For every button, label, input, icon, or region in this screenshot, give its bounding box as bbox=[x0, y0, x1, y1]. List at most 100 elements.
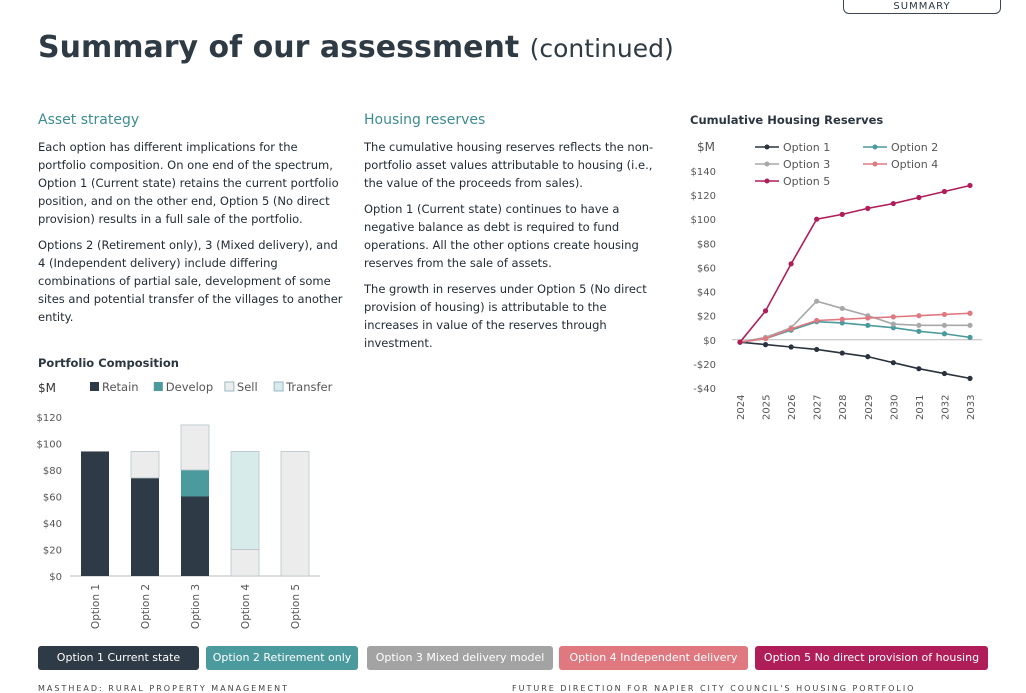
line-point bbox=[890, 360, 896, 366]
line-point bbox=[762, 308, 769, 314]
line-series bbox=[739, 341, 971, 380]
line-point bbox=[916, 194, 922, 201]
asset-strategy-heading: Asset strategy bbox=[38, 112, 140, 128]
line-point bbox=[814, 216, 820, 222]
line-point bbox=[865, 205, 871, 211]
line-point bbox=[941, 322, 948, 328]
title-main: Summary of our assessment bbox=[38, 30, 520, 65]
bar-category-label: Option 1 bbox=[90, 584, 102, 629]
bar-segment bbox=[230, 549, 260, 577]
line-point bbox=[941, 311, 948, 318]
line-point bbox=[941, 188, 948, 195]
line-legend-marker bbox=[764, 144, 770, 150]
line-point bbox=[916, 366, 922, 372]
line-point bbox=[967, 310, 973, 316]
line-ytick-label: $0 bbox=[703, 336, 716, 347]
option-1-badge[interactable]: Option 1 Current state bbox=[38, 646, 199, 670]
line-point bbox=[941, 370, 948, 377]
line-ytick-label: -$40 bbox=[693, 384, 716, 395]
bar-segment bbox=[181, 496, 209, 576]
line-xtick-label: 2031 bbox=[915, 395, 926, 420]
line-xtick-label: 2032 bbox=[940, 395, 951, 420]
line-ytick-label: -$20 bbox=[693, 360, 716, 371]
line-xtick-label: 2029 bbox=[864, 395, 875, 420]
housing-reserves-heading: Housing reserves bbox=[364, 112, 486, 128]
line-ylabel: $M bbox=[697, 140, 715, 154]
line-legend-label: Option 1 bbox=[783, 141, 830, 154]
line-ytick-label: $80 bbox=[697, 239, 716, 250]
bar-segment bbox=[230, 451, 260, 550]
line-series bbox=[739, 184, 971, 343]
bar-legend-label: Retain bbox=[102, 380, 139, 394]
housing-reserves-p1: The cumulative housing reserves reflects… bbox=[364, 140, 654, 190]
summary-tab[interactable]: SUMMARY bbox=[843, 0, 1001, 14]
bar-category-label: Option 2 bbox=[140, 584, 152, 629]
line-xtick-label: 2030 bbox=[889, 395, 900, 420]
bar-segment bbox=[180, 424, 210, 471]
bar-category-label: Option 5 bbox=[290, 584, 302, 629]
line-legend-label: Option 4 bbox=[891, 158, 938, 171]
line-point bbox=[788, 344, 794, 350]
bar-category-label: Option 3 bbox=[190, 584, 202, 629]
bar-ytick-label: $100 bbox=[37, 440, 62, 451]
bar-ytick-label: $0 bbox=[49, 572, 62, 583]
line-point bbox=[967, 375, 973, 381]
line-ytick-label: $100 bbox=[691, 215, 716, 226]
line-legend-label: Option 3 bbox=[783, 158, 830, 171]
line-point bbox=[839, 350, 845, 356]
bar-segment bbox=[130, 451, 160, 479]
line-xtick-label: 2033 bbox=[966, 395, 977, 420]
line-point bbox=[762, 335, 769, 342]
line-point bbox=[916, 328, 922, 334]
option-3-badge[interactable]: Option 3 Mixed delivery model bbox=[367, 646, 553, 670]
line-ytick-label: $140 bbox=[691, 167, 716, 178]
line-point bbox=[941, 331, 948, 337]
line-series bbox=[739, 300, 970, 343]
line-point bbox=[839, 320, 845, 326]
asset-strategy-text: Each option has different implications f… bbox=[38, 138, 343, 334]
line-legend-marker bbox=[872, 144, 878, 150]
line-point bbox=[788, 326, 794, 332]
bar-segment bbox=[81, 451, 109, 576]
asset-strategy-p2: Options 2 (Retirement only), 3 (Mixed de… bbox=[38, 238, 343, 324]
line-ytick-label: $20 bbox=[697, 312, 716, 323]
line-point bbox=[890, 325, 896, 331]
line-point bbox=[814, 346, 820, 353]
line-legend-marker bbox=[872, 161, 878, 167]
line-point bbox=[814, 298, 820, 304]
housing-reserves-text: The cumulative housing reserves reflects… bbox=[364, 138, 664, 360]
option-2-badge[interactable]: Option 2 Retirement only bbox=[206, 646, 358, 670]
line-point bbox=[762, 342, 769, 348]
bar-category-label: Option 4 bbox=[240, 584, 252, 629]
footer-right: FUTURE DIRECTION FOR NAPIER CITY COUNCIL… bbox=[512, 684, 916, 693]
line-point bbox=[839, 305, 845, 312]
line-point bbox=[839, 316, 845, 322]
line-legend-marker bbox=[764, 178, 770, 184]
bar-legend-swatch bbox=[273, 381, 284, 392]
line-series bbox=[739, 312, 971, 343]
line-point bbox=[916, 313, 922, 319]
line-xtick-label: 2026 bbox=[787, 395, 798, 420]
portfolio-composition-chart: $M Retain Develop Sell Transfer $0 $20 $40 $60 $8… bbox=[37, 380, 333, 629]
line-point bbox=[967, 182, 973, 189]
reserves-chart-title: Cumulative Housing Reserves bbox=[690, 113, 884, 127]
option-4-badge[interactable]: Option 4 Independent delivery bbox=[559, 646, 748, 670]
option-5-badge[interactable]: Option 5 No direct provision of housing bbox=[755, 646, 988, 670]
line-point bbox=[890, 200, 896, 207]
bar-ytick-label: $20 bbox=[43, 546, 62, 557]
line-xtick-label: 2027 bbox=[813, 395, 824, 420]
bar-ytick-label: $120 bbox=[37, 413, 62, 424]
footer-left: MASTHEAD: RURAL PROPERTY MANAGEMENT bbox=[38, 684, 290, 693]
bar-legend-label: Sell bbox=[237, 380, 258, 394]
bar-legend-swatch bbox=[90, 382, 99, 391]
line-point bbox=[865, 354, 871, 360]
line-point bbox=[737, 339, 743, 345]
line-point bbox=[865, 315, 871, 321]
asset-strategy-p1: Each option has different implications f… bbox=[38, 140, 339, 226]
line-legend-label: Option 2 bbox=[891, 141, 938, 154]
bar-ylabel: $M bbox=[38, 381, 56, 395]
housing-reserves-p2: Option 1 (Current state) continues to ha… bbox=[364, 202, 639, 270]
line-point bbox=[916, 322, 922, 328]
portfolio-chart-title: Portfolio Composition bbox=[38, 356, 179, 370]
bar-ytick-label: $40 bbox=[43, 519, 62, 530]
